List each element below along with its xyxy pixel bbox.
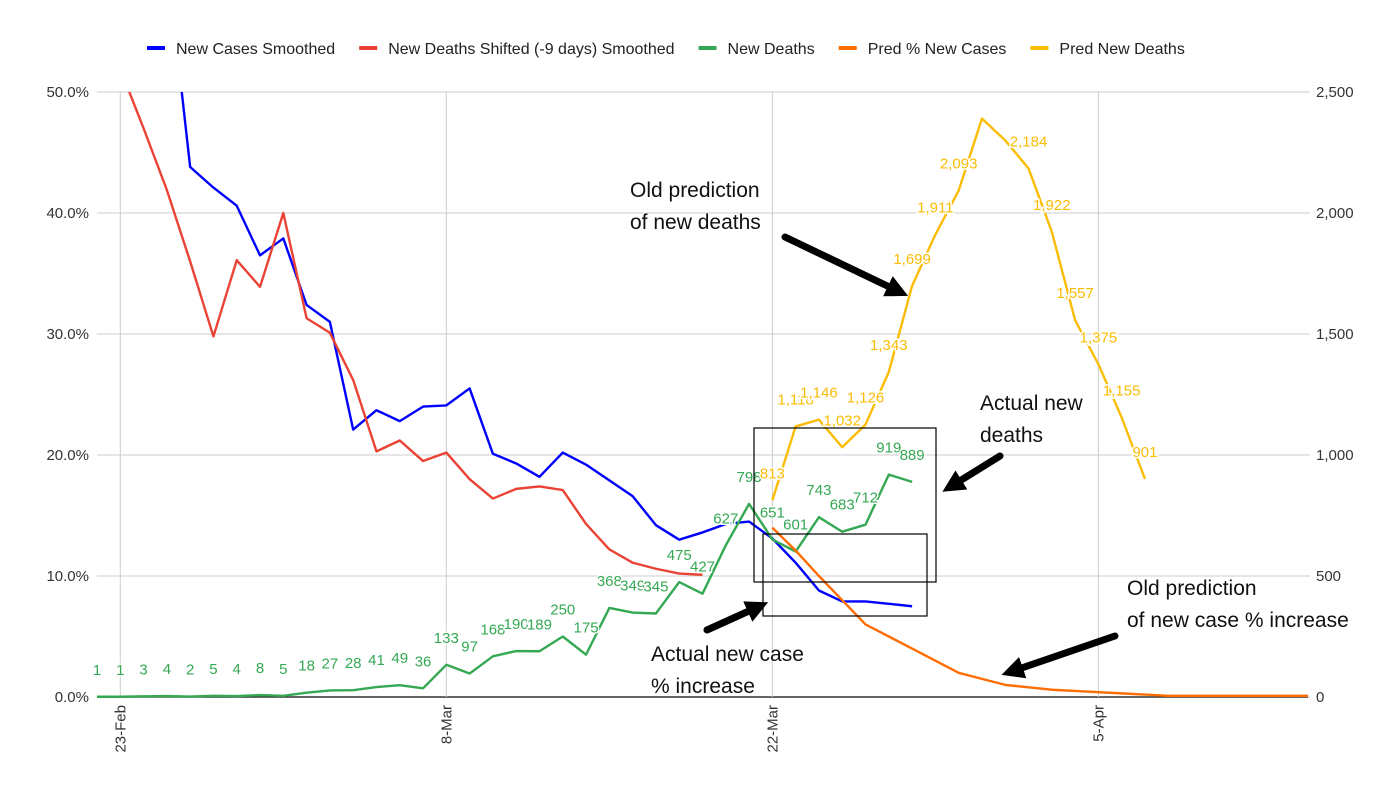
data-label: 3 (139, 661, 147, 678)
data-label: 1,126 (847, 390, 885, 407)
annotation: of new case % increase (1127, 609, 1349, 632)
data-label: 1 (116, 662, 124, 679)
data-label: 189 (527, 616, 552, 633)
y2-tick-label: 500 (1316, 568, 1341, 585)
data-label: 901 (1132, 444, 1157, 461)
data-label: 475 (667, 547, 692, 564)
x-tick-label: 23-Feb (112, 705, 129, 753)
data-label: 743 (806, 482, 831, 499)
annotation: deaths (980, 424, 1043, 447)
series-line (97, 473, 913, 698)
data-label: 1,911 (917, 200, 953, 217)
y2-tick-label: 0 (1316, 689, 1324, 706)
arrow (1001, 632, 1119, 679)
x-tick-label: 22-Mar (764, 705, 781, 753)
arrow (703, 601, 769, 634)
annotation: Old prediction (1127, 577, 1257, 600)
data-label: 1 (93, 662, 101, 679)
highlight-box (753, 427, 937, 583)
data-label: 601 (783, 517, 808, 534)
data-label: 2 (186, 662, 194, 679)
data-label: 27 (322, 655, 339, 672)
y2-tick-label: 1,000 (1316, 447, 1354, 464)
data-label: 1,032 (823, 412, 861, 429)
y2-tick-label: 2,500 (1316, 84, 1354, 101)
data-label: 1,699 (893, 251, 931, 268)
annotation: % increase (651, 675, 755, 698)
x-tick-label: 5-Apr (1090, 705, 1107, 742)
series-line (771, 117, 1147, 501)
data-label: 627 (713, 510, 738, 527)
data-label: 5 (209, 661, 217, 678)
legend-label: Pred New Deaths (1059, 41, 1184, 58)
data-label: 683 (830, 497, 855, 514)
data-label: 1,146 (800, 385, 838, 402)
annotation: Actual new (980, 392, 1084, 415)
y2-tick-label: 2,000 (1316, 205, 1354, 222)
data-label: 798 (737, 469, 762, 486)
data-label: 5 (279, 661, 287, 678)
data-label: 427 (690, 559, 715, 576)
legend-label: New Cases Smoothed (176, 41, 335, 58)
data-label: 190 (504, 616, 529, 633)
y-tick-label: 20.0% (46, 447, 89, 464)
x-tick-label: 8-Mar (438, 705, 455, 744)
y-tick-label: 50.0% (46, 84, 89, 101)
series-line (128, 92, 703, 576)
data-label: 2,184 (1010, 133, 1048, 150)
data-label: 168 (480, 621, 505, 638)
y-tick-label: 10.0% (46, 568, 89, 585)
arrow (942, 452, 1004, 492)
y-tick-label: 30.0% (46, 326, 89, 343)
data-label: 49 (391, 650, 408, 667)
data-label: 349 (620, 578, 645, 595)
legend-label: Pred % New Cases (868, 41, 1007, 58)
data-label: 36 (415, 653, 432, 670)
data-label: 4 (163, 661, 171, 678)
data-label: 18 (298, 658, 315, 675)
annotation: Old prediction (630, 179, 760, 202)
series-line (771, 526, 1308, 697)
data-label: 97 (461, 639, 478, 656)
data-label: 250 (550, 602, 575, 619)
data-label: 28 (345, 655, 362, 672)
data-label: 712 (853, 490, 878, 507)
annotation: of new deaths (630, 211, 761, 234)
data-label: 4 (233, 661, 241, 678)
y-tick-label: 0.0% (55, 689, 89, 706)
annotation: Actual new case (651, 643, 804, 666)
data-label: 368 (597, 573, 622, 590)
data-label: 889 (900, 447, 925, 464)
data-label: 813 (760, 465, 785, 482)
data-label: 1,118 (777, 391, 813, 408)
data-label: 651 (760, 504, 785, 521)
data-label: 133 (434, 630, 459, 647)
data-label: 1,155 (1103, 382, 1141, 399)
y-tick-label: 40.0% (46, 205, 89, 222)
legend-label: New Deaths Shifted (-9 days) Smoothed (388, 41, 674, 58)
data-label: 1,343 (870, 337, 908, 354)
series-line (180, 92, 913, 608)
data-label: 41 (368, 652, 385, 669)
data-label: 1,375 (1080, 329, 1118, 346)
highlight-box (762, 533, 928, 617)
data-label: 919 (876, 440, 901, 457)
data-label: 2,093 (940, 155, 978, 172)
data-label: 1,922 (1033, 197, 1071, 214)
data-label: 1,557 (1056, 285, 1094, 302)
data-label: 8 (256, 660, 264, 677)
legend-label: New Deaths (728, 41, 815, 58)
data-label: 175 (574, 620, 599, 637)
y2-tick-label: 1,500 (1316, 326, 1354, 343)
data-label: 345 (643, 579, 668, 596)
arrow (781, 233, 909, 297)
